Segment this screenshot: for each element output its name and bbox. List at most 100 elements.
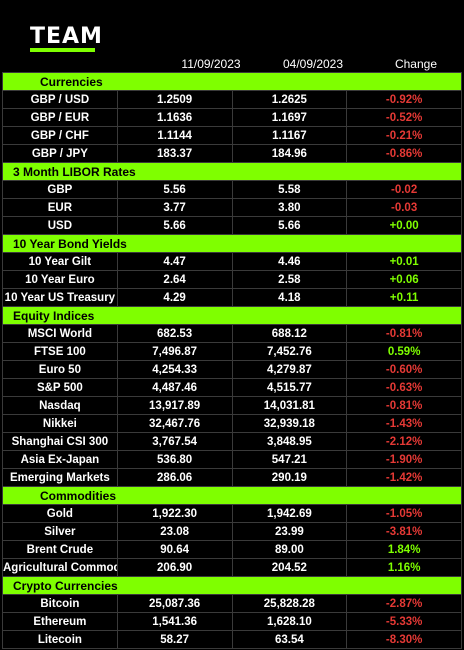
instrument-name: FTSE 100 [2,342,118,361]
table-row: GBP / USD 1.2509 1.2625 -0.92% [2,90,462,109]
value-previous: 290.19 [231,468,348,487]
table-row: GBP / EUR 1.1636 1.1697 -0.52% [2,108,462,127]
table-header: 11/09/2023 04/09/2023 Change [0,54,464,72]
instrument-name: Brent Crude [2,540,118,559]
value-current: 4,487.46 [116,378,233,397]
change-value: -0.81% [346,396,462,415]
value-current: 1,922.30 [116,504,233,523]
instrument-name: GBP / EUR [2,108,118,127]
value-previous: 547.21 [231,450,348,469]
instrument-name: Asia Ex-Japan [2,450,118,469]
change-value: -0.86% [346,144,462,163]
value-previous: 7,452.76 [231,342,348,361]
table-row: Gold 1,922.30 1,942.69 -1.05% [2,504,462,523]
section-title: Crypto Currencies [13,578,118,593]
value-previous: 89.00 [231,540,348,559]
instrument-name: Gold [2,504,118,523]
table-row: Nasdaq 13,917.89 14,031.81 -0.81% [2,396,462,415]
instrument-name: 10 Year Euro [2,270,118,289]
instrument-name: Euro 50 [2,360,118,379]
value-current: 286.06 [116,468,233,487]
section-header-row: 10 Year Bond Yields [2,234,462,253]
value-current: 13,917.89 [116,396,233,415]
market-data-table: Currencies GBP / USD 1.2509 1.2625 -0.92% GBP… [2,72,462,649]
change-value: 1.84% [346,540,462,559]
value-previous: 5.66 [231,216,348,235]
table-row: S&P 500 4,487.46 4,515.77 -0.63% [2,378,462,397]
table-row: 10 Year Euro 2.64 2.58 +0.06 [2,270,462,289]
change-value: +0.11 [346,288,462,307]
table-row: Shanghai CSI 300 3,767.54 3,848.95 -2.12% [2,432,462,451]
table-row: Bitcoin 25,087.36 25,828.28 -2.87% [2,594,462,613]
section-title: 3 Month LIBOR Rates [13,164,136,179]
instrument-name: Nasdaq [2,396,118,415]
value-previous: 14,031.81 [231,396,348,415]
value-current: 5.56 [116,180,233,199]
value-previous: 688.12 [231,324,348,343]
instrument-name: MSCI World [2,324,118,343]
section-header-row: Equity Indices [2,306,462,325]
change-value: -1.43% [346,414,462,433]
value-current: 1.1144 [116,126,233,145]
value-previous: 4.18 [231,288,348,307]
header-date-current: 11/09/2023 [181,57,241,71]
change-value: +0.06 [346,270,462,289]
value-current: 4,254.33 [116,360,233,379]
table-row: Nikkei 32,467.76 32,939.18 -1.43% [2,414,462,433]
change-value: -0.60% [346,360,462,379]
change-value: -2.87% [346,594,462,613]
change-value: -1.90% [346,450,462,469]
value-current: 1,541.36 [116,612,233,631]
table-row: Euro 50 4,254.33 4,279.87 -0.60% [2,360,462,379]
value-current: 2.64 [116,270,233,289]
change-value: -0.52% [346,108,462,127]
section-header-row: Commodities [2,486,462,505]
value-current: 25,087.36 [116,594,233,613]
instrument-name: Ethereum [2,612,118,631]
value-previous: 32,939.18 [231,414,348,433]
value-previous: 25,828.28 [231,594,348,613]
change-value: 0.59% [346,342,462,361]
value-current: 7,496.87 [116,342,233,361]
change-value: +0.00 [346,216,462,235]
instrument-name: GBP / USD [2,90,118,109]
change-value: -2.12% [346,432,462,451]
value-previous: 1.1167 [231,126,348,145]
table-row: 10 Year US Treasury 4.29 4.18 +0.11 [2,288,462,307]
value-previous: 5.58 [231,180,348,199]
value-current: 58.27 [116,630,233,649]
instrument-name: USD [2,216,118,235]
instrument-name: Litecoin [2,630,118,649]
instrument-name: 10 Year Gilt [2,252,118,271]
value-current: 206.90 [116,558,233,577]
value-current: 4.47 [116,252,233,271]
table-row: Brent Crude 90.64 89.00 1.84% [2,540,462,559]
value-previous: 1,628.10 [231,612,348,631]
instrument-name: Emerging Markets [2,468,118,487]
section-title: Commodities [40,488,117,503]
section-header-row: 3 Month LIBOR Rates [2,162,462,181]
value-current: 4.29 [116,288,233,307]
change-value: -1.42% [346,468,462,487]
instrument-name: Silver [2,522,118,541]
value-current: 3.77 [116,198,233,217]
section-title: Currencies [40,74,103,89]
table-row: Ethereum 1,541.36 1,628.10 -5.33% [2,612,462,631]
change-value: -0.02 [346,180,462,199]
change-value: -3.81% [346,522,462,541]
value-previous: 4.46 [231,252,348,271]
value-current: 183.37 [116,144,233,163]
value-previous: 1.1697 [231,108,348,127]
table-row: Litecoin 58.27 63.54 -8.30% [2,630,462,649]
table-row: MSCI World 682.53 688.12 -0.81% [2,324,462,343]
change-value: -0.92% [346,90,462,109]
change-value: -0.03 [346,198,462,217]
logo-underline [30,48,95,52]
value-previous: 23.99 [231,522,348,541]
table-row: USD 5.66 5.66 +0.00 [2,216,462,235]
value-previous: 3.80 [231,198,348,217]
instrument-name: Bitcoin [2,594,118,613]
value-current: 90.64 [116,540,233,559]
